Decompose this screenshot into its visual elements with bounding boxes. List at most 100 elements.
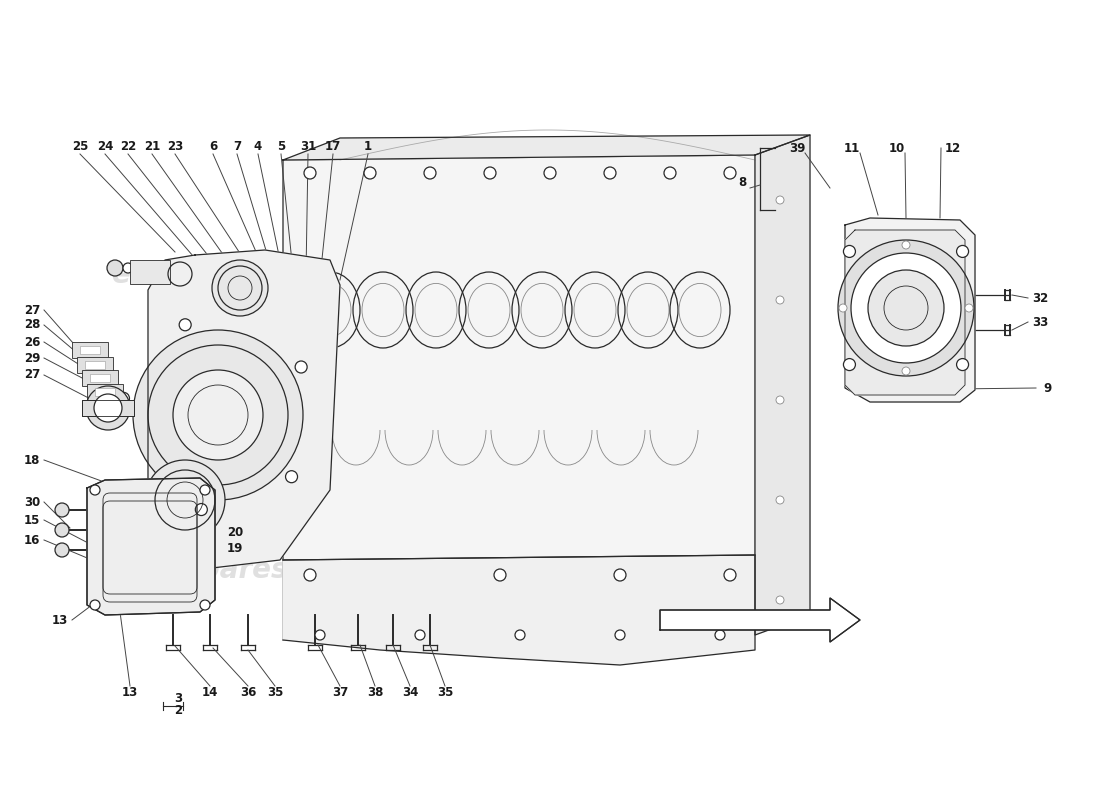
Circle shape bbox=[494, 569, 506, 581]
Text: 18: 18 bbox=[24, 454, 41, 466]
Text: 36: 36 bbox=[240, 686, 256, 699]
Text: 37: 37 bbox=[332, 686, 348, 699]
Text: 11: 11 bbox=[844, 142, 860, 154]
Circle shape bbox=[133, 330, 302, 500]
Text: eurospares: eurospares bbox=[532, 541, 707, 569]
Circle shape bbox=[615, 630, 625, 640]
Text: 34: 34 bbox=[402, 686, 418, 699]
Text: 5: 5 bbox=[277, 141, 285, 154]
Circle shape bbox=[839, 304, 847, 312]
Circle shape bbox=[776, 396, 784, 404]
Text: 30: 30 bbox=[24, 495, 40, 509]
Circle shape bbox=[614, 569, 626, 581]
Circle shape bbox=[424, 167, 436, 179]
Text: 21: 21 bbox=[144, 141, 161, 154]
Circle shape bbox=[145, 460, 226, 540]
Text: 16: 16 bbox=[24, 534, 41, 546]
Circle shape bbox=[90, 600, 100, 610]
Circle shape bbox=[838, 240, 974, 376]
Circle shape bbox=[776, 196, 784, 204]
Circle shape bbox=[212, 260, 268, 316]
Text: 24: 24 bbox=[97, 141, 113, 154]
Circle shape bbox=[123, 263, 133, 273]
Circle shape bbox=[844, 358, 856, 370]
Bar bbox=[90, 374, 110, 382]
Polygon shape bbox=[845, 230, 965, 395]
Circle shape bbox=[136, 264, 144, 272]
Text: 29: 29 bbox=[24, 351, 41, 365]
Circle shape bbox=[107, 260, 123, 276]
Bar bbox=[85, 361, 104, 369]
Circle shape bbox=[868, 270, 944, 346]
Bar bbox=[95, 388, 116, 396]
Bar bbox=[82, 400, 134, 416]
Circle shape bbox=[200, 600, 210, 610]
Text: 13: 13 bbox=[52, 614, 68, 626]
Circle shape bbox=[664, 167, 676, 179]
Bar bbox=[87, 384, 123, 400]
Circle shape bbox=[173, 370, 263, 460]
Circle shape bbox=[179, 318, 191, 330]
Polygon shape bbox=[283, 135, 810, 160]
Circle shape bbox=[902, 241, 910, 249]
Text: 22: 22 bbox=[120, 141, 136, 154]
Text: 6: 6 bbox=[209, 141, 217, 154]
Text: eurospares: eurospares bbox=[112, 556, 288, 584]
Circle shape bbox=[304, 569, 316, 581]
Circle shape bbox=[295, 361, 307, 373]
Text: 23: 23 bbox=[167, 141, 183, 154]
Circle shape bbox=[957, 246, 969, 258]
Polygon shape bbox=[283, 155, 755, 640]
Text: 38: 38 bbox=[366, 686, 383, 699]
Circle shape bbox=[304, 167, 316, 179]
Polygon shape bbox=[283, 555, 755, 665]
Circle shape bbox=[844, 246, 856, 258]
Circle shape bbox=[415, 630, 425, 640]
Circle shape bbox=[90, 485, 100, 495]
Text: 39: 39 bbox=[789, 142, 805, 154]
Text: 27: 27 bbox=[24, 369, 40, 382]
Circle shape bbox=[196, 503, 207, 515]
Circle shape bbox=[484, 167, 496, 179]
Polygon shape bbox=[660, 598, 860, 642]
Circle shape bbox=[55, 503, 69, 517]
Text: 35: 35 bbox=[437, 686, 453, 699]
Text: eurospares: eurospares bbox=[112, 261, 288, 289]
Text: 33: 33 bbox=[1032, 315, 1048, 329]
Text: 1: 1 bbox=[364, 141, 372, 154]
Text: 14: 14 bbox=[201, 686, 218, 699]
Circle shape bbox=[902, 367, 910, 375]
Text: 32: 32 bbox=[1032, 291, 1048, 305]
Text: 19: 19 bbox=[227, 542, 243, 554]
Text: 4: 4 bbox=[254, 141, 262, 154]
Bar bbox=[92, 400, 128, 416]
Text: 27: 27 bbox=[24, 303, 40, 317]
Circle shape bbox=[286, 470, 297, 482]
Polygon shape bbox=[87, 478, 214, 615]
Text: 10: 10 bbox=[889, 142, 905, 154]
Text: 17: 17 bbox=[324, 141, 341, 154]
Text: 28: 28 bbox=[24, 318, 41, 331]
Circle shape bbox=[965, 304, 974, 312]
Bar bbox=[82, 400, 134, 416]
Polygon shape bbox=[148, 250, 340, 570]
Circle shape bbox=[776, 296, 784, 304]
Text: 12: 12 bbox=[945, 142, 961, 154]
Circle shape bbox=[118, 392, 130, 404]
Text: 9: 9 bbox=[1044, 382, 1052, 394]
Circle shape bbox=[776, 496, 784, 504]
Text: 2: 2 bbox=[174, 703, 183, 717]
Circle shape bbox=[200, 485, 210, 495]
Circle shape bbox=[515, 630, 525, 640]
Text: 15: 15 bbox=[24, 514, 41, 526]
Bar bbox=[130, 260, 170, 284]
Circle shape bbox=[544, 167, 556, 179]
Text: 3: 3 bbox=[174, 691, 183, 705]
Bar bbox=[77, 357, 113, 373]
Circle shape bbox=[604, 167, 616, 179]
Polygon shape bbox=[755, 135, 810, 635]
Text: 25: 25 bbox=[72, 141, 88, 154]
Circle shape bbox=[364, 167, 376, 179]
Circle shape bbox=[851, 253, 961, 363]
Polygon shape bbox=[845, 218, 975, 402]
